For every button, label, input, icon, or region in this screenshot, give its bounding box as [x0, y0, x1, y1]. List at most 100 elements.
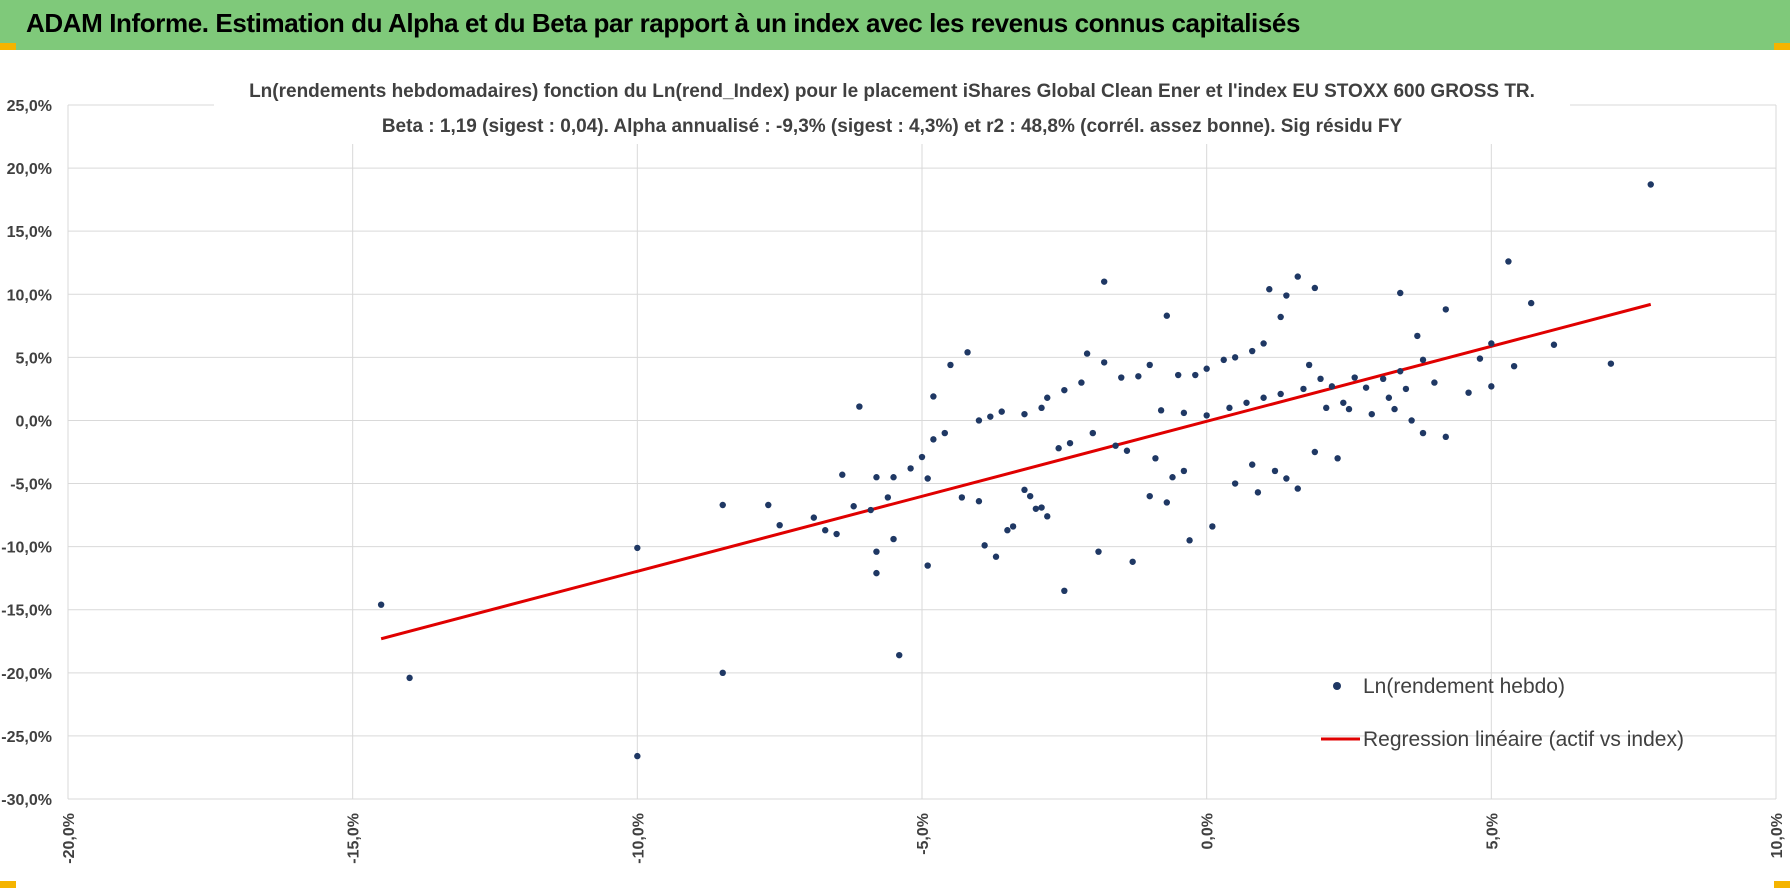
- data-point: [1294, 485, 1301, 492]
- data-point: [1231, 354, 1239, 361]
- data-point: [1055, 445, 1062, 452]
- data-point: [1277, 313, 1284, 321]
- y-tick-label: -10,0%: [1, 540, 52, 557]
- x-tick-label: -5,0%: [915, 813, 932, 855]
- data-point: [1408, 417, 1415, 424]
- data-point: [1311, 448, 1319, 456]
- data-point: [958, 494, 966, 501]
- x-tick-label: -20,0%: [61, 813, 78, 864]
- data-point: [964, 349, 971, 356]
- data-point: [1146, 492, 1153, 500]
- y-tick-label: -20,0%: [1, 666, 52, 683]
- data-point: [1283, 292, 1290, 299]
- data-point: [1044, 513, 1051, 520]
- data-point: [1209, 523, 1216, 530]
- data-point: [1362, 384, 1370, 391]
- data-point: [873, 548, 880, 555]
- data-point: [1163, 499, 1171, 506]
- data-point: [1311, 284, 1319, 292]
- data-point: [1397, 368, 1404, 375]
- data-point: [1397, 289, 1404, 297]
- data-point: [1021, 486, 1028, 494]
- title-background: [214, 68, 1570, 144]
- y-tick-label: -30,0%: [1, 792, 52, 809]
- data-point: [1061, 386, 1068, 394]
- data-point: [1300, 385, 1307, 393]
- data-point: [1334, 455, 1341, 462]
- data-point: [1095, 548, 1102, 555]
- data-point: [1419, 429, 1427, 437]
- corner-marker-top-right: [1774, 43, 1790, 50]
- data-point: [1249, 461, 1256, 468]
- data-point: [1368, 410, 1375, 418]
- y-tick-label: 0,0%: [16, 413, 52, 430]
- data-point: [1169, 474, 1176, 481]
- x-tick-label: 5,0%: [1484, 813, 1501, 849]
- data-point: [822, 527, 829, 534]
- data-point: [1260, 340, 1267, 347]
- data-point: [1100, 278, 1108, 285]
- data-point: [1163, 312, 1171, 319]
- chart-subtitle: Beta : 1,19 (sigest : 0,04). Alpha annua…: [382, 116, 1403, 137]
- y-tick-label: -15,0%: [1, 603, 52, 620]
- data-point: [1345, 405, 1353, 413]
- data-point: [1249, 347, 1256, 355]
- data-point: [907, 465, 914, 472]
- data-point: [1038, 404, 1045, 412]
- data-point: [719, 669, 726, 677]
- data-point: [1323, 404, 1330, 412]
- data-point: [1038, 504, 1045, 511]
- corner-marker-top-left: [0, 43, 16, 50]
- data-point: [987, 413, 994, 420]
- data-point: [1488, 340, 1495, 347]
- data-point: [1066, 439, 1074, 447]
- data-point: [719, 501, 726, 509]
- data-point: [1203, 412, 1210, 419]
- data-point: [1476, 355, 1484, 362]
- data-point: [1175, 371, 1182, 379]
- data-point: [1442, 306, 1449, 313]
- data-point: [1009, 523, 1017, 530]
- data-point: [1442, 433, 1449, 441]
- data-point: [1186, 537, 1193, 544]
- data-point: [1157, 407, 1165, 414]
- x-tick-label: -10,0%: [630, 813, 647, 864]
- y-tick-label: 5,0%: [16, 350, 52, 367]
- data-point: [1283, 475, 1290, 482]
- data-point: [776, 521, 783, 529]
- y-tick-label: 15,0%: [7, 224, 52, 241]
- data-point: [856, 403, 863, 410]
- data-point: [884, 494, 892, 501]
- corner-marker-bottom-left: [0, 881, 16, 888]
- data-point: [1123, 447, 1131, 454]
- data-point: [850, 503, 857, 510]
- x-tick-label: -15,0%: [346, 813, 363, 864]
- data-point: [1112, 442, 1119, 449]
- data-point: [1100, 359, 1108, 366]
- data-point: [1419, 356, 1427, 364]
- x-tick-label: 0,0%: [1200, 813, 1217, 849]
- y-tick-label: 20,0%: [7, 161, 52, 178]
- data-point: [890, 474, 897, 481]
- y-tick-label: 25,0%: [7, 98, 52, 115]
- data-point: [1220, 356, 1227, 364]
- data-point: [981, 542, 988, 549]
- data-point: [406, 674, 413, 682]
- data-point: [839, 471, 846, 478]
- data-point: [930, 393, 937, 400]
- data-point: [1465, 389, 1472, 396]
- data-point: [1203, 365, 1210, 372]
- data-point: [998, 408, 1005, 415]
- data-point: [873, 474, 880, 481]
- data-point: [1083, 350, 1091, 357]
- y-tick-label: -5,0%: [10, 477, 52, 494]
- data-point: [1607, 360, 1615, 367]
- data-point: [873, 569, 880, 577]
- data-point: [1505, 258, 1512, 265]
- data-point: [1061, 587, 1068, 594]
- data-point: [377, 601, 385, 608]
- data-point: [1026, 492, 1034, 500]
- legend-label-regression: Regression linéaire (actif vs index): [1363, 728, 1684, 751]
- scatter-chart: 25,0% 20,0% 15,0% 10,0% 5,0% 0,0% -5,0% -10,0% -…: [1, 68, 1786, 864]
